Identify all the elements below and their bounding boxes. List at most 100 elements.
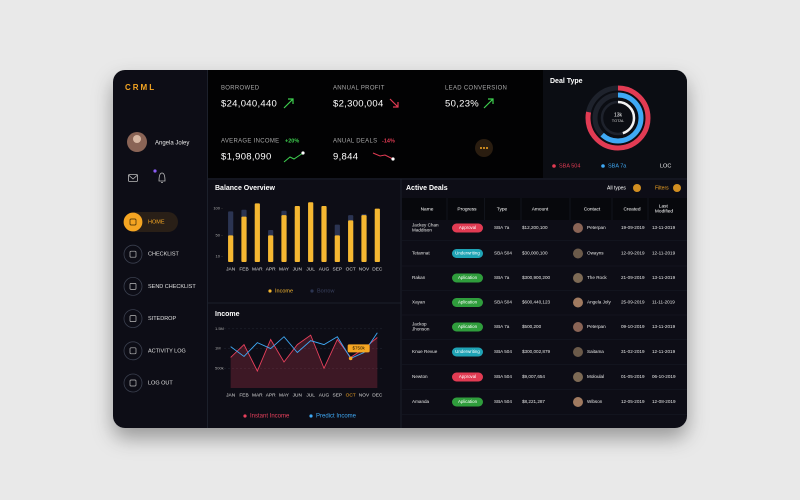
menu-label[interactable]: CHECKLIST <box>148 252 180 258</box>
mail-icon[interactable] <box>128 174 138 182</box>
bar <box>268 235 274 262</box>
table-header <box>402 198 687 220</box>
bar <box>228 235 234 262</box>
donut-label: TOTAL <box>612 118 625 123</box>
y-tick-label: 50 <box>216 232 221 237</box>
status-badge <box>452 223 483 233</box>
legend-dot <box>309 414 313 418</box>
cell-amount: $30,000,100 <box>522 251 548 256</box>
annotation-badge <box>347 344 370 353</box>
bar <box>254 203 260 262</box>
cell-amount: $9,007,654 <box>522 374 545 379</box>
stat-value: $24,040,440 <box>221 99 277 110</box>
menu-label[interactable]: HOME <box>148 219 165 225</box>
menu-icon[interactable] <box>123 276 143 296</box>
cell-modified: 12-11-2019 <box>652 349 676 354</box>
sparkline-dot <box>301 151 305 155</box>
bell-icon[interactable] <box>158 172 166 183</box>
contact-avatar <box>573 322 583 332</box>
cell-modified: 12-11-2019 <box>652 251 676 256</box>
button-icon[interactable] <box>673 184 681 192</box>
y-tick-label: 100 <box>213 206 220 211</box>
bar <box>281 215 287 262</box>
annotation-dot <box>348 356 353 361</box>
stat-value: $2,300,004 <box>333 99 384 110</box>
menu-label[interactable]: SITEDROP <box>148 316 176 322</box>
status-badge <box>452 273 483 283</box>
menu-icon[interactable] <box>123 212 143 232</box>
panel-title: Deal Type <box>550 78 583 85</box>
contact-avatar <box>573 297 583 308</box>
up-arrow <box>483 98 494 109</box>
cell-type: SBA 7a <box>494 324 510 329</box>
contact-avatar <box>573 223 583 233</box>
x-tick-label: OCT <box>346 266 356 272</box>
x-tick-label: JUL <box>306 392 315 398</box>
cell-type: SBA 7a <box>494 225 510 230</box>
up-arrow <box>283 98 294 109</box>
cell-type: SBA 504 <box>494 349 512 354</box>
x-tick-label: AUG <box>319 392 330 398</box>
status-label: Underwriting <box>455 251 480 256</box>
menu-icon[interactable] <box>123 373 143 393</box>
cell-name: Knue Revue <box>412 349 438 354</box>
status-label: Aplication <box>458 300 478 305</box>
legend-label: Instant Income <box>250 414 290 420</box>
y-tick-label: 10 <box>216 254 221 259</box>
legend-label: SBA 7a <box>608 163 627 169</box>
line <box>230 334 378 373</box>
column-header: Created <box>623 206 640 212</box>
bar <box>334 235 340 262</box>
column-header: Amount <box>532 206 549 212</box>
menu-label[interactable]: ACTIVITY LOG <box>148 348 186 354</box>
x-tick-label: OCT <box>346 392 356 398</box>
avatar-face <box>133 135 141 143</box>
cell-contact: Saitama <box>587 349 604 354</box>
stat-label: ANNUAL PROFIT <box>333 86 385 92</box>
bar <box>348 220 354 262</box>
x-tick-label: NOV <box>359 392 370 398</box>
cell-modified: 13-11-2019 <box>652 225 676 230</box>
x-tick-label: JAN <box>226 266 236 272</box>
dot <box>483 147 485 149</box>
menu-icon[interactable] <box>123 309 143 329</box>
legend-dot <box>243 414 247 418</box>
cell-amount: $8,221,287 <box>522 399 545 404</box>
menu-highlight <box>124 212 178 232</box>
menu-glyph <box>129 218 137 226</box>
contact-avatar <box>573 397 583 407</box>
menu-label[interactable]: LOG OUT <box>148 380 173 386</box>
cell-contact: Owayns <box>587 251 604 256</box>
contact-avatar <box>573 248 583 259</box>
filter-button[interactable]: Filters <box>655 185 669 191</box>
legend-label: Income <box>275 288 293 294</box>
x-tick-label: MAR <box>252 266 263 272</box>
x-tick-label: APR <box>266 392 276 398</box>
cell-created: 19-09-2019 <box>621 225 645 230</box>
x-tick-label: SEP <box>333 266 343 272</box>
cell-created: 01-05-2019 <box>621 374 645 379</box>
button-icon[interactable] <box>633 184 641 192</box>
column-header: Progress <box>457 206 477 212</box>
status-label: Aplication <box>458 324 478 329</box>
status-label: Approval <box>459 374 476 379</box>
x-tick-label: JAN <box>226 392 236 398</box>
menu-icon[interactable] <box>123 341 143 361</box>
menu-label[interactable]: SEND CHECKLIST <box>148 284 196 290</box>
status-badge <box>452 397 483 407</box>
x-tick-label: FEB <box>239 392 248 398</box>
contact-avatar <box>573 372 583 382</box>
stat-label: LEAD CONVERSION <box>445 86 507 92</box>
status-label: Aplication <box>458 399 478 404</box>
ring-arc <box>585 85 651 151</box>
cell-name: Rakan <box>412 275 426 280</box>
bar <box>374 208 380 262</box>
cell-modified: 13-11-2019 <box>652 324 676 329</box>
cell-created: 31-02-2019 <box>621 349 645 354</box>
filter-button[interactable]: All types <box>607 185 626 191</box>
x-tick-label: MAR <box>252 392 263 398</box>
user-name: Angela Joley <box>155 141 189 147</box>
menu-icon[interactable] <box>123 244 143 264</box>
y-tick-label: 1.5M <box>215 326 224 331</box>
